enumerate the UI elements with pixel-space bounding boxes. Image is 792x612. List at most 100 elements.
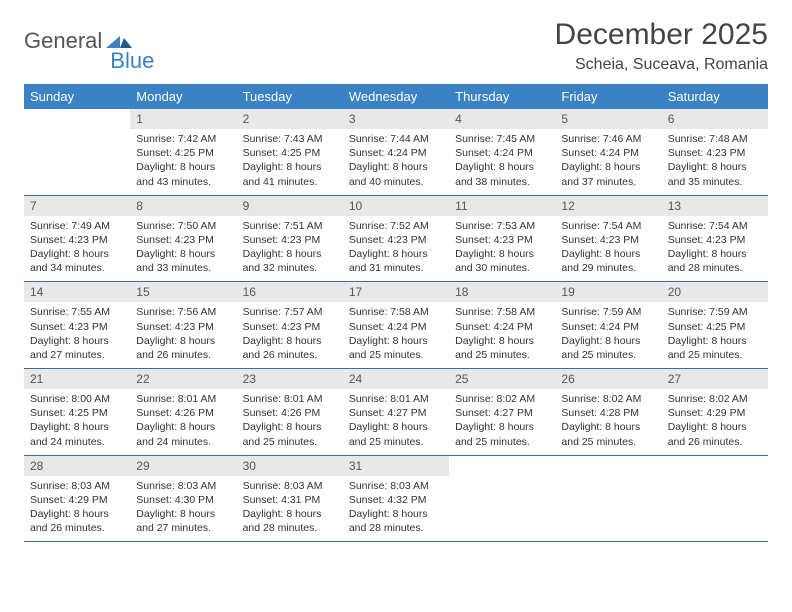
calendar-day-cell: 23Sunrise: 8:01 AMSunset: 4:26 PMDayligh…: [237, 369, 343, 456]
day-details: Sunrise: 7:57 AMSunset: 4:23 PMDaylight:…: [237, 302, 343, 368]
weekday-header: Wednesday: [343, 84, 449, 109]
day-details: Sunrise: 7:46 AMSunset: 4:24 PMDaylight:…: [555, 129, 661, 195]
sunset-text: Sunset: 4:31 PM: [243, 493, 337, 507]
calendar-week-row: 14Sunrise: 7:55 AMSunset: 4:23 PMDayligh…: [24, 282, 768, 369]
month-title: December 2025: [555, 18, 768, 52]
day-number: 27: [662, 369, 768, 389]
sunrise-text: Sunrise: 7:49 AM: [30, 219, 124, 233]
calendar-day-cell: 3Sunrise: 7:44 AMSunset: 4:24 PMDaylight…: [343, 109, 449, 195]
day-number: 16: [237, 282, 343, 302]
sunrise-text: Sunrise: 8:00 AM: [30, 392, 124, 406]
calendar-day-cell: 20Sunrise: 7:59 AMSunset: 4:25 PMDayligh…: [662, 282, 768, 369]
day-details: Sunrise: 7:43 AMSunset: 4:25 PMDaylight:…: [237, 129, 343, 195]
sunrise-text: Sunrise: 8:01 AM: [243, 392, 337, 406]
weekday-header: Monday: [130, 84, 236, 109]
sunset-text: Sunset: 4:24 PM: [455, 146, 549, 160]
day-details: Sunrise: 7:59 AMSunset: 4:25 PMDaylight:…: [662, 302, 768, 368]
weekday-header: Saturday: [662, 84, 768, 109]
sunrise-text: Sunrise: 8:03 AM: [243, 479, 337, 493]
daylight-text: Daylight: 8 hours and 40 minutes.: [349, 160, 443, 188]
daylight-text: Daylight: 8 hours and 27 minutes.: [136, 507, 230, 535]
day-number: 3: [343, 109, 449, 129]
calendar-day-cell: 8Sunrise: 7:50 AMSunset: 4:23 PMDaylight…: [130, 195, 236, 282]
calendar-day-cell: 1Sunrise: 7:42 AMSunset: 4:25 PMDaylight…: [130, 109, 236, 195]
sunrise-text: Sunrise: 7:50 AM: [136, 219, 230, 233]
sunset-text: Sunset: 4:23 PM: [243, 320, 337, 334]
sunrise-text: Sunrise: 7:43 AM: [243, 132, 337, 146]
day-details: Sunrise: 7:58 AMSunset: 4:24 PMDaylight:…: [449, 302, 555, 368]
daylight-text: Daylight: 8 hours and 37 minutes.: [561, 160, 655, 188]
sunset-text: Sunset: 4:23 PM: [136, 233, 230, 247]
calendar-day-cell: 29Sunrise: 8:03 AMSunset: 4:30 PMDayligh…: [130, 455, 236, 542]
sunrise-text: Sunrise: 8:01 AM: [349, 392, 443, 406]
sunset-text: Sunset: 4:23 PM: [455, 233, 549, 247]
daylight-text: Daylight: 8 hours and 41 minutes.: [243, 160, 337, 188]
sunset-text: Sunset: 4:30 PM: [136, 493, 230, 507]
sunrise-text: Sunrise: 8:03 AM: [349, 479, 443, 493]
day-details: Sunrise: 7:58 AMSunset: 4:24 PMDaylight:…: [343, 302, 449, 368]
day-details: Sunrise: 7:42 AMSunset: 4:25 PMDaylight:…: [130, 129, 236, 195]
daylight-text: Daylight: 8 hours and 28 minutes.: [668, 247, 762, 275]
weekday-header-row: Sunday Monday Tuesday Wednesday Thursday…: [24, 84, 768, 109]
sunset-text: Sunset: 4:25 PM: [243, 146, 337, 160]
day-number: 14: [24, 282, 130, 302]
day-details: Sunrise: 8:03 AMSunset: 4:29 PMDaylight:…: [24, 476, 130, 542]
calendar-day-cell: 18Sunrise: 7:58 AMSunset: 4:24 PMDayligh…: [449, 282, 555, 369]
day-details: Sunrise: 8:03 AMSunset: 4:31 PMDaylight:…: [237, 476, 343, 542]
sunset-text: Sunset: 4:29 PM: [668, 406, 762, 420]
weekday-header: Thursday: [449, 84, 555, 109]
calendar-day-cell: 7Sunrise: 7:49 AMSunset: 4:23 PMDaylight…: [24, 195, 130, 282]
day-number: 28: [24, 456, 130, 476]
day-number: 29: [130, 456, 236, 476]
daylight-text: Daylight: 8 hours and 25 minutes.: [561, 334, 655, 362]
sunset-text: Sunset: 4:24 PM: [349, 320, 443, 334]
calendar-day-cell: 17Sunrise: 7:58 AMSunset: 4:24 PMDayligh…: [343, 282, 449, 369]
calendar-day-cell: 27Sunrise: 8:02 AMSunset: 4:29 PMDayligh…: [662, 369, 768, 456]
daylight-text: Daylight: 8 hours and 25 minutes.: [243, 420, 337, 448]
page-header: General Blue December 2025 Scheia, Sucea…: [24, 18, 768, 74]
sunrise-text: Sunrise: 7:54 AM: [561, 219, 655, 233]
daylight-text: Daylight: 8 hours and 30 minutes.: [455, 247, 549, 275]
day-number: 23: [237, 369, 343, 389]
calendar-day-cell: [24, 109, 130, 195]
day-details: Sunrise: 8:02 AMSunset: 4:28 PMDaylight:…: [555, 389, 661, 455]
calendar-day-cell: 6Sunrise: 7:48 AMSunset: 4:23 PMDaylight…: [662, 109, 768, 195]
calendar-day-cell: [555, 455, 661, 542]
daylight-text: Daylight: 8 hours and 28 minutes.: [349, 507, 443, 535]
sunrise-text: Sunrise: 8:02 AM: [668, 392, 762, 406]
sunrise-text: Sunrise: 8:03 AM: [30, 479, 124, 493]
daylight-text: Daylight: 8 hours and 26 minutes.: [668, 420, 762, 448]
daylight-text: Daylight: 8 hours and 25 minutes.: [561, 420, 655, 448]
day-details: Sunrise: 8:03 AMSunset: 4:30 PMDaylight:…: [130, 476, 236, 542]
sunrise-text: Sunrise: 7:51 AM: [243, 219, 337, 233]
day-details: Sunrise: 7:55 AMSunset: 4:23 PMDaylight:…: [24, 302, 130, 368]
day-details: Sunrise: 8:01 AMSunset: 4:26 PMDaylight:…: [237, 389, 343, 455]
calendar-day-cell: 21Sunrise: 8:00 AMSunset: 4:25 PMDayligh…: [24, 369, 130, 456]
calendar-day-cell: [662, 455, 768, 542]
daylight-text: Daylight: 8 hours and 32 minutes.: [243, 247, 337, 275]
day-number: 2: [237, 109, 343, 129]
sunset-text: Sunset: 4:23 PM: [349, 233, 443, 247]
location-label: Scheia, Suceava, Romania: [555, 56, 768, 74]
day-number: 17: [343, 282, 449, 302]
day-details: Sunrise: 8:03 AMSunset: 4:32 PMDaylight:…: [343, 476, 449, 542]
day-details: Sunrise: 7:48 AMSunset: 4:23 PMDaylight:…: [662, 129, 768, 195]
sunrise-text: Sunrise: 7:59 AM: [561, 305, 655, 319]
sunset-text: Sunset: 4:27 PM: [349, 406, 443, 420]
sunset-text: Sunset: 4:23 PM: [561, 233, 655, 247]
day-number: 31: [343, 456, 449, 476]
sunset-text: Sunset: 4:23 PM: [243, 233, 337, 247]
day-details: Sunrise: 8:02 AMSunset: 4:27 PMDaylight:…: [449, 389, 555, 455]
day-number: 5: [555, 109, 661, 129]
day-details: Sunrise: 8:02 AMSunset: 4:29 PMDaylight:…: [662, 389, 768, 455]
logo: General Blue: [24, 18, 154, 64]
sunrise-text: Sunrise: 7:56 AM: [136, 305, 230, 319]
calendar-day-cell: 22Sunrise: 8:01 AMSunset: 4:26 PMDayligh…: [130, 369, 236, 456]
sunrise-text: Sunrise: 7:57 AM: [243, 305, 337, 319]
sunset-text: Sunset: 4:23 PM: [30, 320, 124, 334]
calendar-day-cell: 15Sunrise: 7:56 AMSunset: 4:23 PMDayligh…: [130, 282, 236, 369]
day-details: Sunrise: 8:01 AMSunset: 4:26 PMDaylight:…: [130, 389, 236, 455]
calendar-day-cell: 16Sunrise: 7:57 AMSunset: 4:23 PMDayligh…: [237, 282, 343, 369]
daylight-text: Daylight: 8 hours and 43 minutes.: [136, 160, 230, 188]
sunset-text: Sunset: 4:32 PM: [349, 493, 443, 507]
